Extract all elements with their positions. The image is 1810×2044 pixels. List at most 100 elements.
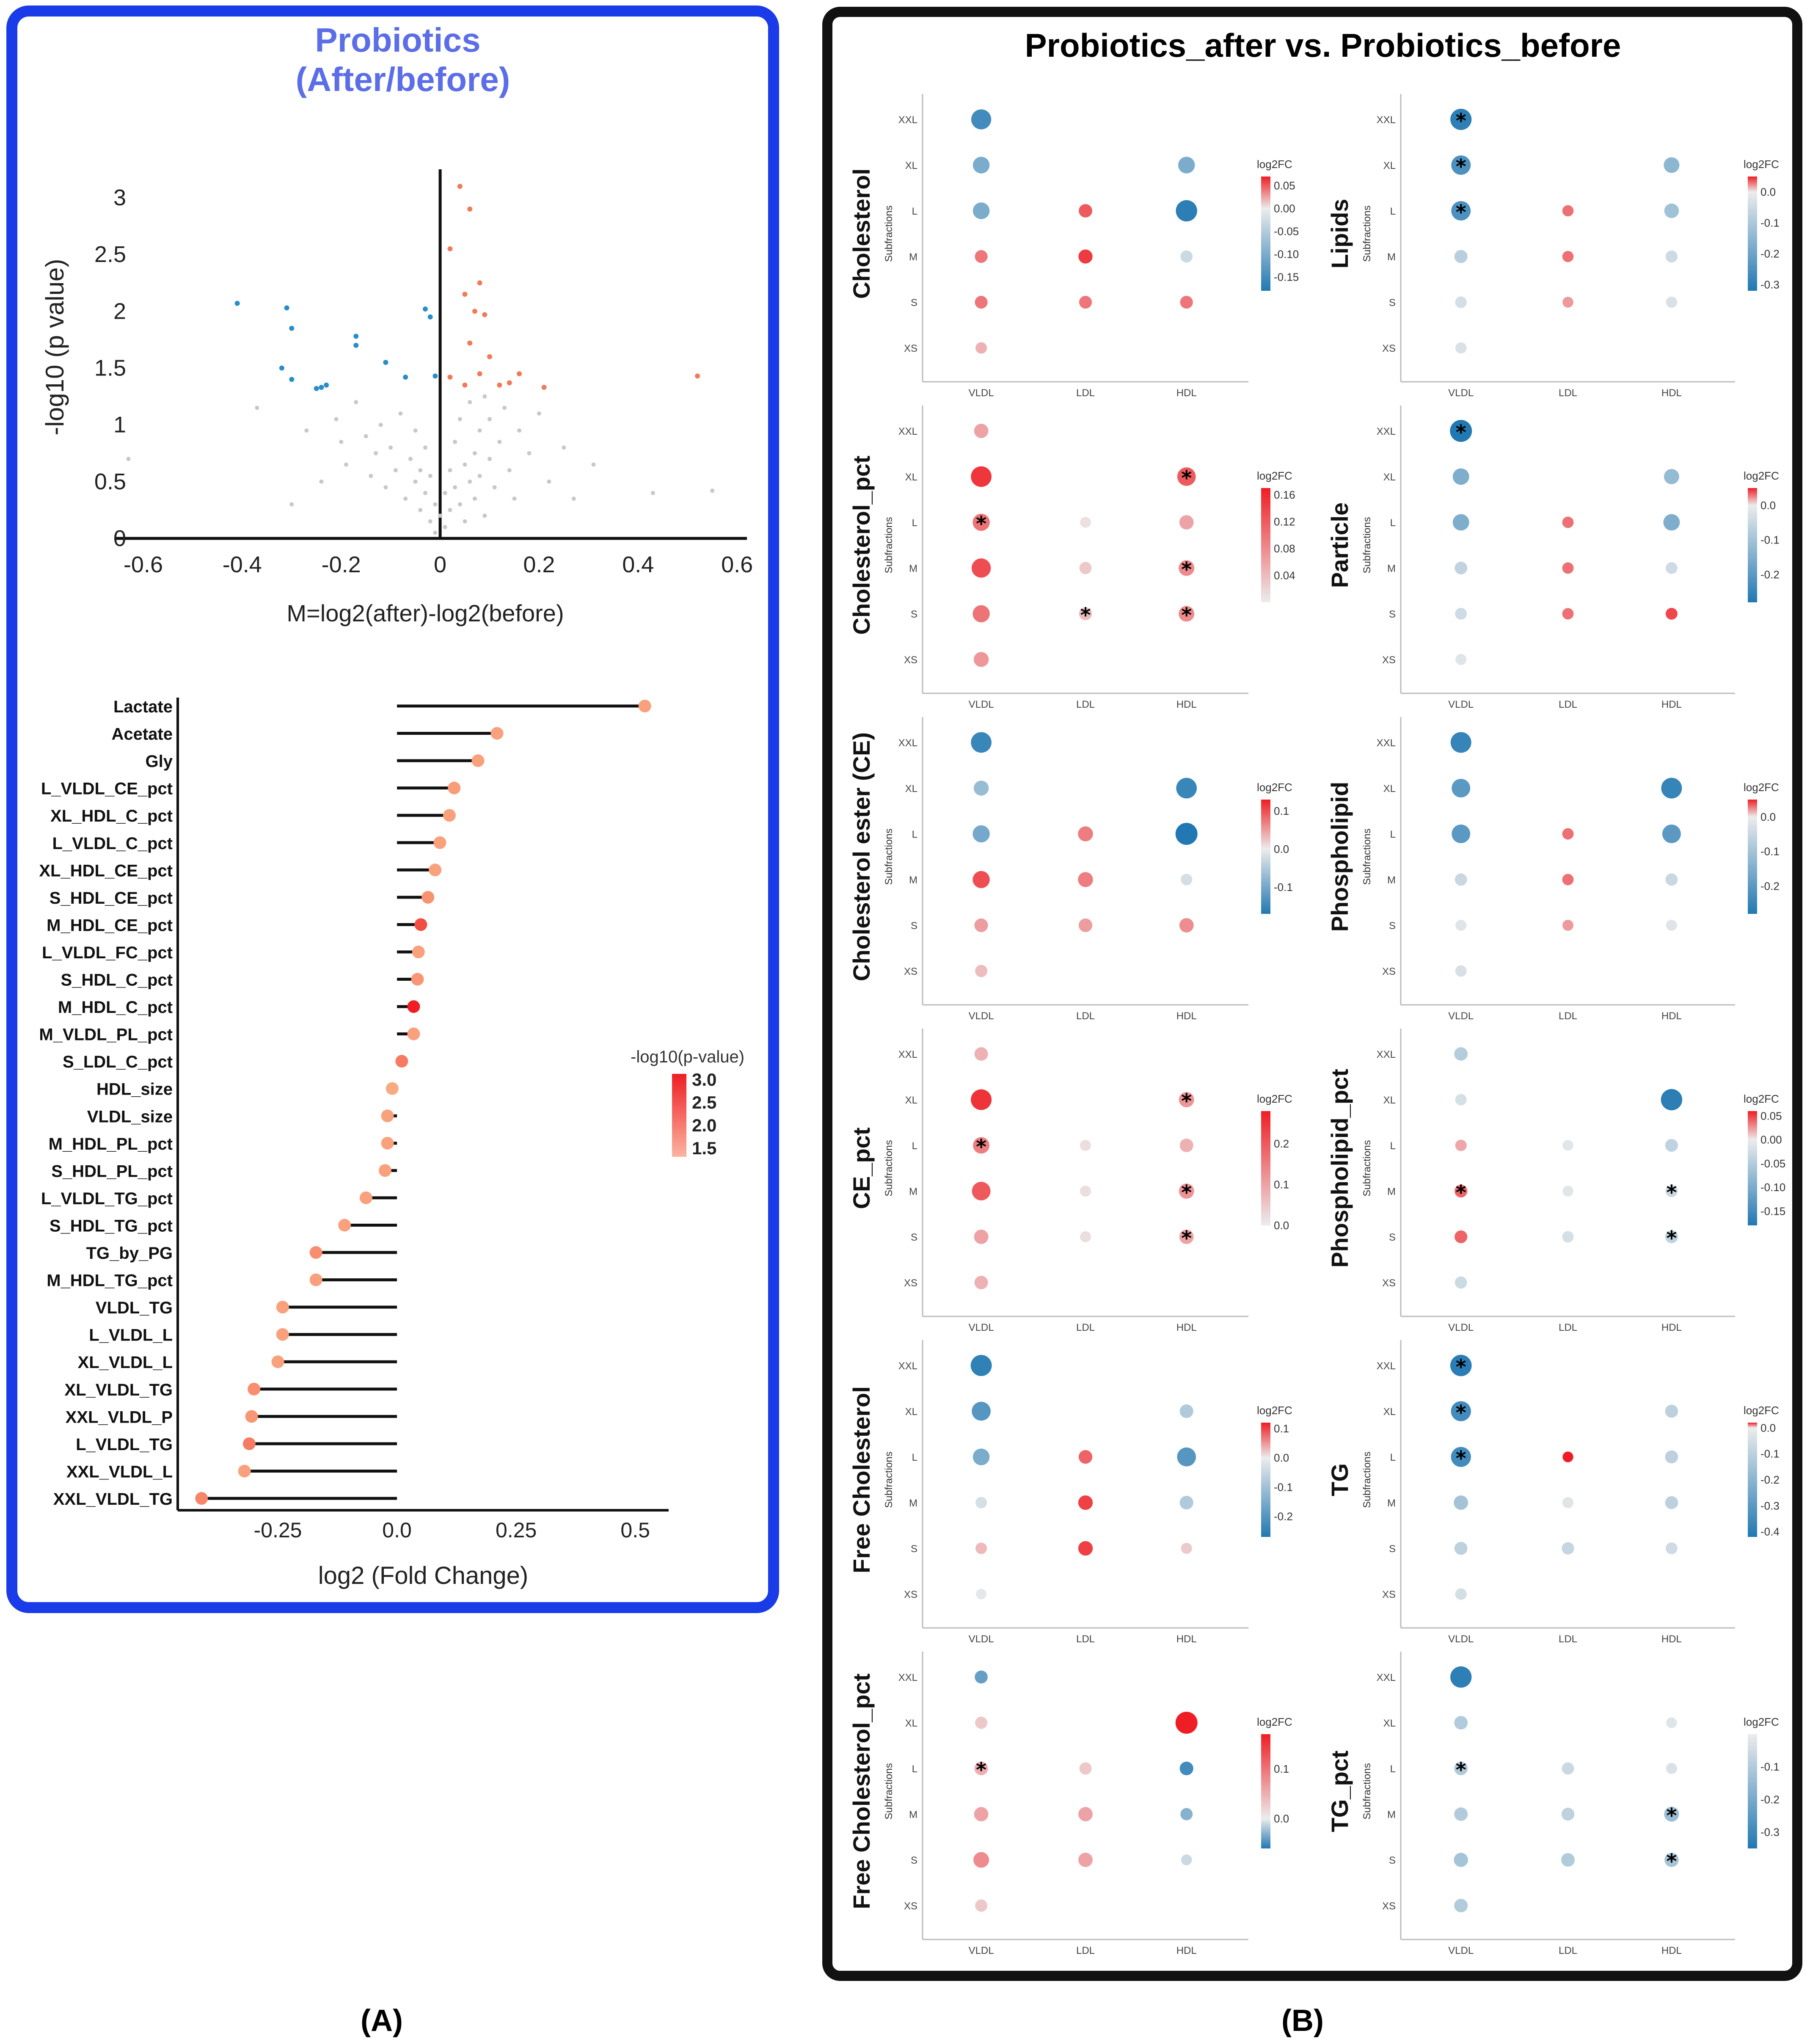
lollipop-legend-label: 2.0 bbox=[692, 1115, 716, 1135]
dotplot-y-tick-label: M bbox=[909, 1186, 917, 1197]
dotplot-panel-title: TG bbox=[1326, 1463, 1353, 1496]
dotplot-dot bbox=[1455, 1094, 1467, 1106]
dotplot-legend-tick-label: 0.1 bbox=[1274, 1422, 1289, 1435]
dotplot-dot bbox=[973, 1852, 989, 1868]
dotplot-legend-tick-label: 0.0 bbox=[1760, 499, 1776, 512]
dotplot-y-tick-label: XL bbox=[1383, 1718, 1396, 1729]
dotplot-y-tick-label: XL bbox=[1383, 160, 1396, 171]
dotplot-legend-tick-label: 0.05 bbox=[1760, 1109, 1782, 1122]
dotplot-x-tick-label: HDL bbox=[1176, 387, 1197, 399]
lollipop-head bbox=[309, 1246, 322, 1259]
panel-a-caption: (A) bbox=[361, 2004, 403, 2038]
dotplot-y-tick-label: XS bbox=[904, 1277, 917, 1289]
dotplot-dot bbox=[1080, 517, 1091, 528]
dotplot-y-axis-title: Subfractions bbox=[1361, 828, 1373, 885]
dotplot-legend-tick-label: 0.0 bbox=[1274, 843, 1289, 855]
significance-asterisk: * bbox=[1666, 1850, 1677, 1873]
dotplot-y-tick-label: XS bbox=[1382, 343, 1396, 354]
dotplot-legend-title: log2FC bbox=[1257, 1716, 1292, 1728]
dotplot-legend-colorbar bbox=[1261, 1423, 1270, 1537]
dotplot-dot bbox=[1078, 918, 1093, 932]
dotplot-y-tick-label: XS bbox=[1382, 1901, 1396, 1912]
panel-b-border bbox=[822, 7, 1802, 1981]
dotplot-legend-title: log2FC bbox=[1744, 1092, 1779, 1105]
lollipop-category-label: XL_HDL_C_pct bbox=[50, 807, 173, 825]
dotplot-dot bbox=[1455, 1139, 1467, 1151]
dotplot-legend-tick-label: 0.16 bbox=[1274, 488, 1295, 501]
volcano-plot: -0.6 -0.4 -0.2 0 0.2 0.4 0.6 0 0.5 1 1.5 2 2.5 3 M=log… bbox=[41, 169, 753, 626]
dotplot-dot bbox=[971, 109, 992, 130]
dotplot-dot bbox=[972, 1448, 990, 1465]
dotplot-y-tick-label: XXL bbox=[898, 114, 917, 126]
dotplot-legend-title: log2FC bbox=[1744, 1404, 1779, 1417]
volcano-point-down bbox=[324, 382, 329, 388]
dotplot-y-tick-label: S bbox=[1389, 1232, 1396, 1243]
volcano-point-down bbox=[284, 305, 289, 311]
dotplot-dot bbox=[1455, 296, 1467, 308]
dotplot-x-tick-label: VLDL bbox=[1448, 1633, 1474, 1645]
dotplot-y-tick-label: XS bbox=[1382, 1277, 1396, 1289]
volcano-point-ns bbox=[413, 428, 418, 433]
dotplot-dot bbox=[1454, 1762, 1468, 1775]
dotplot-dot bbox=[1663, 514, 1680, 531]
dotplot-dot bbox=[1562, 1231, 1574, 1243]
lollipop-category-label: VLDL_size bbox=[87, 1107, 173, 1126]
volcano-point-ns bbox=[562, 445, 566, 450]
volcano-point-ns bbox=[374, 451, 378, 455]
dotplot-y-tick-label: XL bbox=[1383, 1095, 1396, 1106]
lollipop-category-label: XL_HDL_CE_pct bbox=[39, 861, 173, 880]
volcano-point-ns bbox=[468, 400, 472, 405]
dotplot-dot bbox=[1176, 778, 1197, 799]
dotplot-legend-tick-label: -0.15 bbox=[1760, 1205, 1785, 1217]
dotplot-dot bbox=[971, 558, 991, 578]
volcano-point-ns bbox=[710, 488, 715, 493]
dotplot-dot bbox=[1665, 873, 1678, 886]
dotplot-dot bbox=[1666, 1717, 1677, 1728]
dotplot-legend-tick-label: 0.08 bbox=[1274, 542, 1295, 555]
dotplot-legend-tick-label: -0.3 bbox=[1760, 278, 1780, 291]
volcano-point-ns bbox=[388, 445, 393, 450]
dotplot-panel: Phospholipid_pct Subfractions XXL XL L M S XS VL… bbox=[1326, 1029, 1785, 1333]
dotplot-legend-tick-label: -0.1 bbox=[1760, 1760, 1780, 1773]
significance-asterisk: * bbox=[1181, 1090, 1192, 1113]
dotplot-dot bbox=[973, 652, 989, 667]
volcano-point-ns bbox=[482, 394, 487, 399]
dotplot-dot bbox=[1454, 1716, 1468, 1730]
dotplot-dot bbox=[1080, 1186, 1091, 1197]
dotplot-x-tick-label: VLDL bbox=[969, 1945, 994, 1956]
dotplot-dot bbox=[1454, 1807, 1468, 1821]
volcano-y-tick-label: 2.5 bbox=[94, 242, 126, 267]
dotplot-x-tick-label: LDL bbox=[1559, 699, 1577, 710]
volcano-point-ns bbox=[512, 497, 517, 501]
dotplot-legend-tick-label: 0.05 bbox=[1274, 179, 1295, 192]
dotplot-x-tick-label: LDL bbox=[1559, 1010, 1577, 1022]
dotplot-y-tick-label: XL bbox=[905, 783, 917, 794]
dotplot-y-tick-label: XXL bbox=[1377, 1360, 1396, 1372]
dotplot-y-tick-label: L bbox=[1390, 1452, 1396, 1463]
lollipop-category-label: TG_by_PG bbox=[86, 1244, 173, 1263]
dotplot-dot bbox=[1562, 297, 1573, 308]
significance-asterisk: * bbox=[1181, 1181, 1192, 1205]
lollipop-category-label: Gly bbox=[146, 752, 173, 771]
volcano-point-up bbox=[487, 354, 492, 359]
dotplot-x-tick-label: HDL bbox=[1176, 699, 1197, 710]
lollipop-legend-label: 2.5 bbox=[692, 1092, 716, 1112]
significance-asterisk: * bbox=[1181, 604, 1192, 627]
dotplot-x-tick-label: HDL bbox=[1661, 1633, 1682, 1645]
dotplot-dot bbox=[975, 1899, 988, 1912]
lollipop-head bbox=[245, 1410, 258, 1423]
dotplot-y-tick-label: XS bbox=[904, 343, 917, 354]
volcano-x-tick-label: -0.2 bbox=[322, 552, 361, 577]
volcano-x-tick-label: -0.4 bbox=[223, 552, 262, 577]
dotplot-dot bbox=[1665, 1496, 1678, 1509]
dotplot-dot bbox=[1179, 515, 1194, 530]
significance-asterisk: * bbox=[1080, 604, 1091, 627]
lollipop-head bbox=[490, 727, 504, 740]
dotplot-dot bbox=[1181, 1854, 1192, 1865]
dotplot-dot bbox=[1451, 1401, 1471, 1421]
panel-a-border bbox=[6, 6, 779, 1613]
dotplot-dot bbox=[1562, 1542, 1574, 1555]
lollipop-head bbox=[422, 891, 435, 904]
lollipop-category-label: S_LDL_C_pct bbox=[63, 1053, 173, 1071]
